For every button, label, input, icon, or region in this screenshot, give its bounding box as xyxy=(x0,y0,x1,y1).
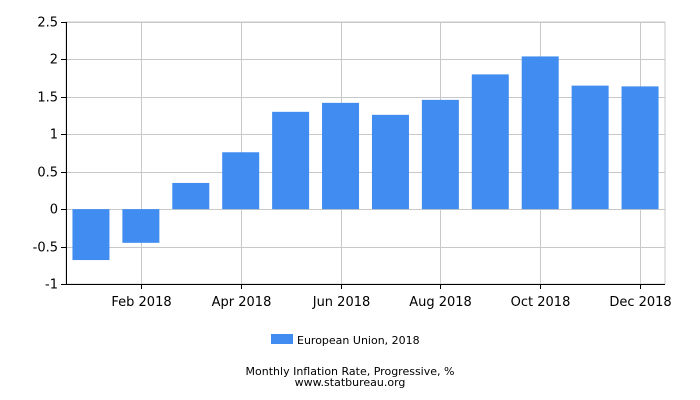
x-tick-label: Jun 2018 xyxy=(312,295,371,310)
x-tick-labels: Feb 2018 Apr 2018 Jun 2018 Aug 2018 Oct 2018… xyxy=(111,295,671,310)
bar xyxy=(172,182,210,210)
source-url: www.statbureau.org xyxy=(295,376,406,389)
bar xyxy=(72,209,110,261)
bar xyxy=(322,102,360,210)
y-tick-label: 0 xyxy=(50,203,58,218)
chart-title: Monthly Inflation Rate, Progressive, % xyxy=(246,365,455,378)
x-tick-label: Aug 2018 xyxy=(409,295,472,310)
x-tick-label: Apr 2018 xyxy=(212,295,272,310)
bar xyxy=(471,74,509,210)
legend-swatch xyxy=(271,334,293,344)
legend: European Union, 2018 xyxy=(271,334,420,347)
bar xyxy=(272,111,310,210)
y-tick-labels: -1 -0.5 0 0.5 1 1.5 2 2.5 xyxy=(33,16,58,293)
bars xyxy=(72,56,659,261)
bar xyxy=(222,152,260,210)
bar xyxy=(122,209,160,243)
y-tick-label: -1 xyxy=(45,278,58,293)
x-tick-label: Oct 2018 xyxy=(511,295,571,310)
x-tick-label: Feb 2018 xyxy=(111,295,171,310)
axes xyxy=(61,22,665,289)
bar xyxy=(571,85,609,210)
bar xyxy=(421,99,459,210)
bar xyxy=(371,114,409,210)
y-tick-label: 1 xyxy=(50,128,58,143)
legend-label: European Union, 2018 xyxy=(297,334,420,347)
y-tick-label: 0.5 xyxy=(37,166,58,181)
y-tick-label: 2 xyxy=(50,53,58,68)
y-tick-label: 2.5 xyxy=(37,16,58,31)
bar xyxy=(521,56,559,210)
bar xyxy=(621,86,659,210)
y-tick-label: 1.5 xyxy=(37,91,58,106)
y-tick-label: -0.5 xyxy=(33,241,58,256)
x-tick-label: Dec 2018 xyxy=(609,295,671,310)
